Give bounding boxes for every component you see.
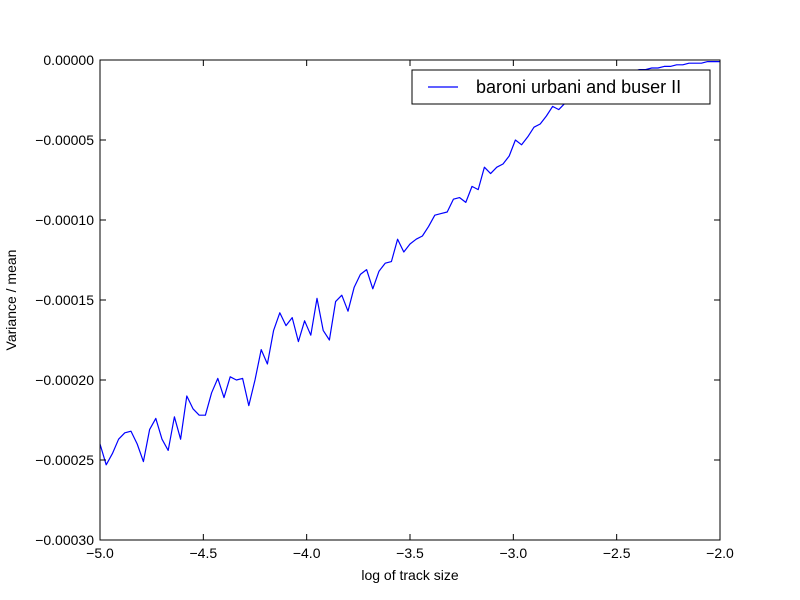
legend-box xyxy=(411,69,711,105)
y-tick-label: −0.00010 xyxy=(35,212,94,228)
x-axis-label: log of track size xyxy=(361,567,458,583)
x-tick-label: −5.0 xyxy=(86,545,114,561)
x-tick-label: −2.5 xyxy=(603,545,631,561)
x-tick-label: −4.0 xyxy=(293,545,321,561)
x-tick-label: −2.0 xyxy=(706,545,734,561)
y-tick-label: −0.00015 xyxy=(35,292,94,308)
y-tick-label: −0.00020 xyxy=(35,372,94,388)
y-tick-label: −0.00025 xyxy=(35,452,94,468)
y-tick-label: −0.00005 xyxy=(35,132,94,148)
legend-label: baroni urbani and buser II xyxy=(476,77,681,97)
y-axis-label: Variance / mean xyxy=(3,250,19,351)
x-tick-label: −3.5 xyxy=(396,545,424,561)
x-tick-label: −4.5 xyxy=(190,545,218,561)
ticks-layer: −5.0 −4.5 −4.0 −3.5 −3.0 −2.5 −2.0 −0.00030 −0.0… xyxy=(35,52,734,561)
y-tick-label: −0.00030 xyxy=(35,532,94,548)
x-tick-label: −3.0 xyxy=(500,545,528,561)
legend: baroni urbani and buser II xyxy=(411,69,711,105)
y-tick-label: 0.00000 xyxy=(43,52,94,68)
